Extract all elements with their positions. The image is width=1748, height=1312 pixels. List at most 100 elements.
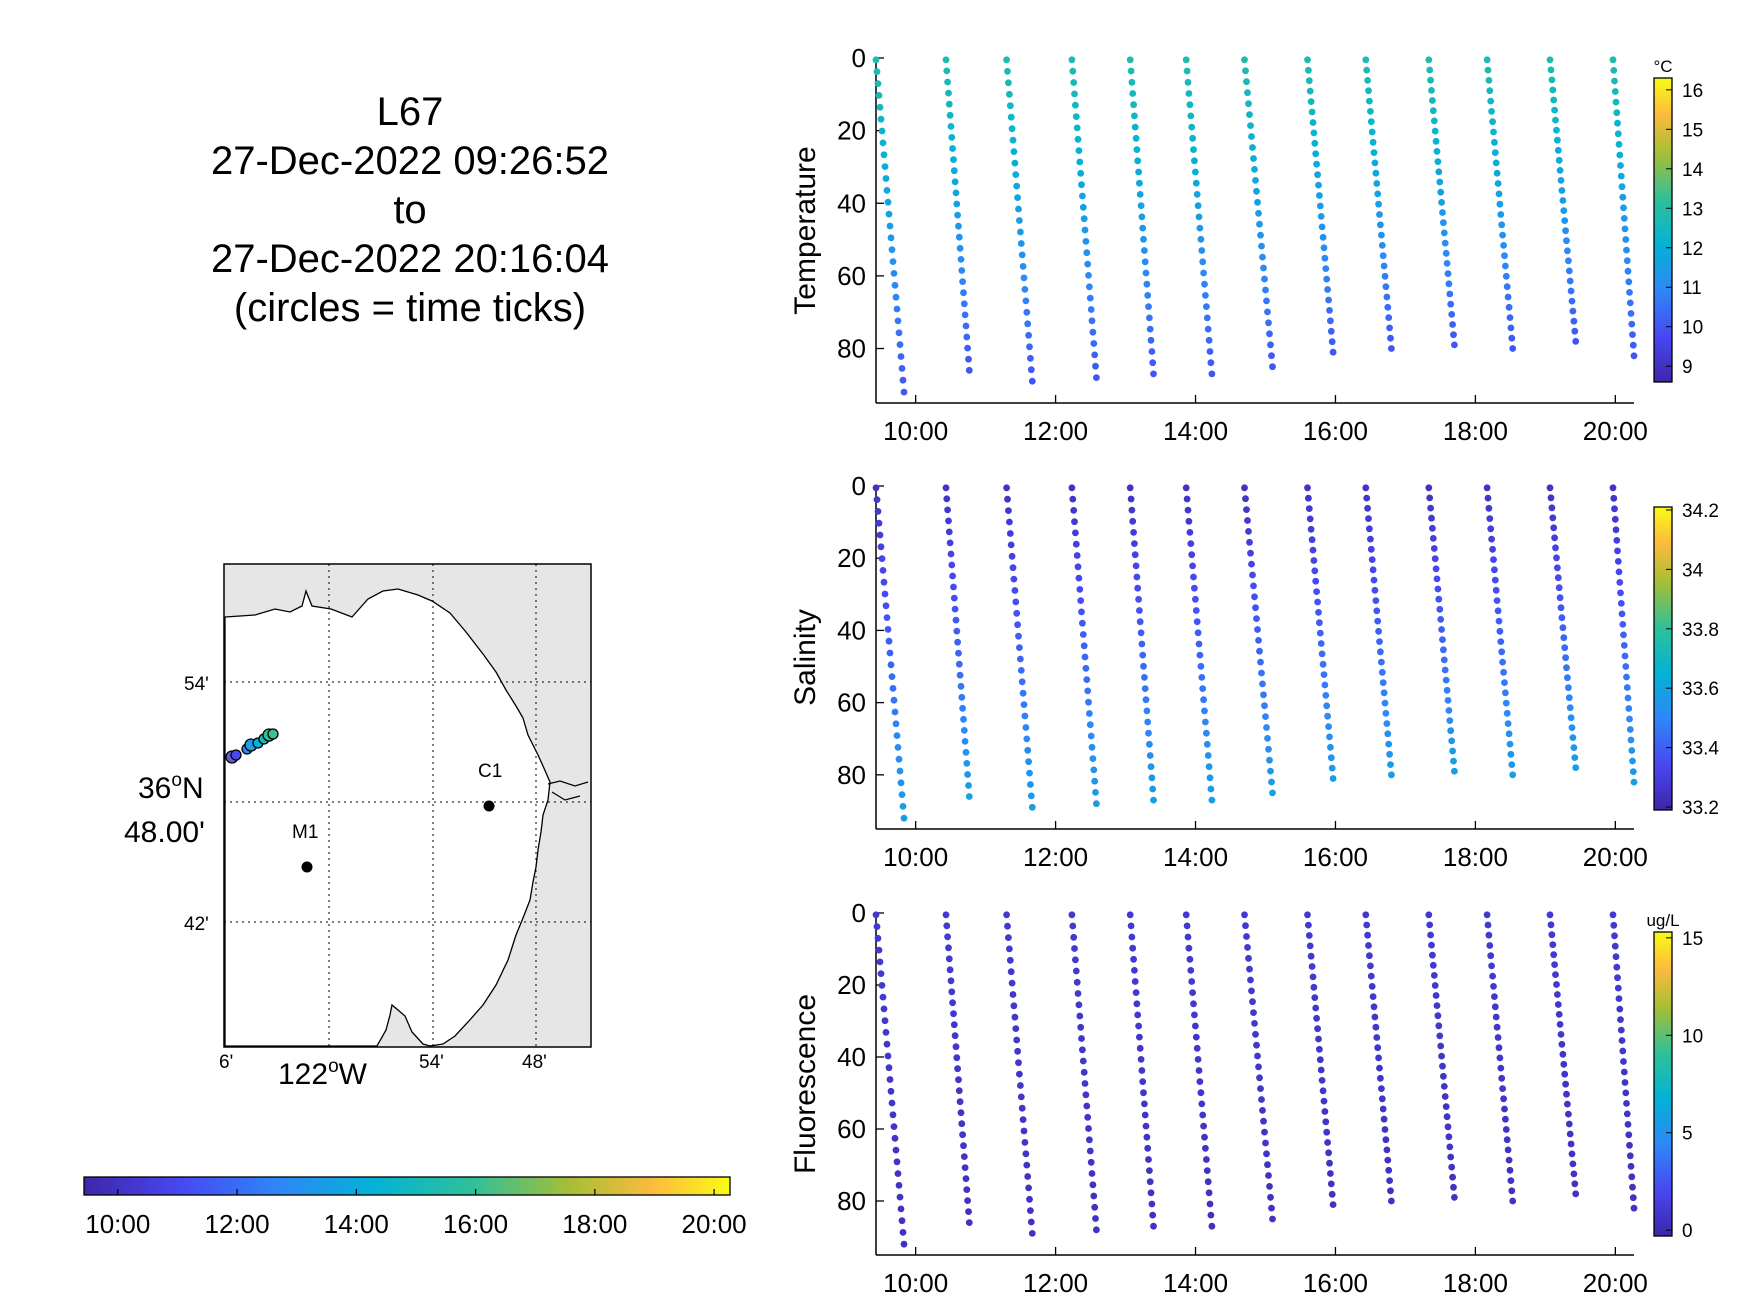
data-point bbox=[1622, 663, 1630, 670]
data-point bbox=[1373, 1034, 1381, 1041]
data-point bbox=[1500, 668, 1507, 676]
data-point bbox=[1265, 319, 1272, 327]
data-point bbox=[1448, 737, 1456, 745]
data-point bbox=[1142, 696, 1150, 704]
data-point bbox=[882, 175, 890, 182]
data-point bbox=[1132, 562, 1140, 570]
y-tick-label: 20 bbox=[837, 543, 866, 573]
data-point bbox=[943, 67, 951, 75]
data-point bbox=[1329, 348, 1337, 356]
data-point bbox=[953, 200, 961, 208]
data-point bbox=[1494, 607, 1502, 615]
data-point bbox=[1131, 967, 1138, 974]
data-point bbox=[1383, 720, 1391, 727]
data-point bbox=[1136, 1044, 1144, 1052]
data-point bbox=[1091, 351, 1099, 359]
data-point bbox=[1431, 127, 1439, 135]
data-point bbox=[965, 366, 973, 374]
data-point bbox=[1501, 679, 1508, 686]
x-tick-label: 16:00 bbox=[1303, 1268, 1368, 1298]
data-point bbox=[1076, 586, 1084, 593]
data-point bbox=[1569, 734, 1577, 741]
data-point bbox=[1508, 761, 1516, 768]
data-point bbox=[1388, 1197, 1395, 1205]
data-point bbox=[1268, 1204, 1275, 1212]
data-point bbox=[1440, 1072, 1447, 1080]
data-point bbox=[1317, 640, 1325, 647]
data-point bbox=[950, 583, 957, 591]
data-point bbox=[1203, 1167, 1211, 1174]
data-point bbox=[1203, 740, 1211, 748]
data-point bbox=[1381, 272, 1389, 280]
data-point bbox=[1498, 1074, 1506, 1082]
data-point bbox=[1069, 922, 1077, 930]
data-point bbox=[1557, 604, 1565, 612]
data-point bbox=[1326, 1159, 1333, 1167]
x-tick-label: 16:00 bbox=[1303, 416, 1368, 446]
data-point bbox=[1071, 90, 1078, 98]
data-point bbox=[1483, 56, 1491, 64]
data-point bbox=[1015, 205, 1022, 213]
data-point bbox=[1325, 1149, 1332, 1157]
data-point bbox=[1208, 796, 1216, 804]
data-point bbox=[1268, 352, 1275, 360]
data-point bbox=[957, 256, 965, 263]
data-point bbox=[891, 708, 899, 716]
data-point bbox=[875, 519, 883, 527]
colorbar-tick-label: 13 bbox=[1682, 199, 1703, 220]
data-point bbox=[950, 167, 958, 175]
data-point bbox=[957, 682, 965, 690]
data-point bbox=[1629, 341, 1637, 349]
data-point bbox=[1136, 618, 1144, 626]
data-point bbox=[1310, 129, 1318, 137]
data-point bbox=[1388, 345, 1395, 352]
data-point bbox=[1305, 932, 1313, 939]
data-point bbox=[889, 1111, 897, 1119]
data-point bbox=[1432, 992, 1440, 999]
data-point bbox=[1191, 584, 1198, 592]
data-point bbox=[889, 685, 897, 692]
data-point bbox=[887, 1087, 895, 1095]
data-point bbox=[878, 982, 886, 989]
data-point bbox=[1185, 517, 1193, 525]
data-point bbox=[1426, 921, 1434, 929]
data-point bbox=[1554, 991, 1561, 998]
map-ocean bbox=[224, 588, 551, 1047]
data-point bbox=[1552, 971, 1559, 978]
data-point bbox=[1432, 137, 1440, 145]
data-point bbox=[1441, 666, 1449, 674]
panel-temperature: 0 20 40 60 80 10:00 12:00 14:00 16:00 18:00 20:00 T… bbox=[789, 43, 1704, 446]
data-point bbox=[1146, 314, 1153, 322]
data-point bbox=[1430, 545, 1438, 552]
data-point bbox=[955, 233, 963, 241]
data-point bbox=[1428, 514, 1435, 522]
data-point bbox=[1572, 337, 1580, 345]
data-point bbox=[1197, 235, 1205, 243]
data-point bbox=[1127, 495, 1135, 503]
data-point bbox=[1613, 109, 1621, 117]
data-point bbox=[1386, 750, 1393, 758]
data-point bbox=[1503, 283, 1511, 291]
data-point bbox=[1559, 624, 1567, 632]
data-point bbox=[1369, 566, 1377, 574]
data-point bbox=[1483, 911, 1491, 919]
data-point bbox=[1027, 366, 1035, 374]
data-point bbox=[1207, 359, 1215, 367]
data-point bbox=[1091, 777, 1099, 785]
data-point bbox=[1086, 1136, 1093, 1144]
colorbar-unit: °C bbox=[1653, 57, 1672, 76]
data-point bbox=[1429, 535, 1437, 542]
colorbar-tick-label: 11 bbox=[1682, 278, 1702, 299]
data-point bbox=[1314, 1025, 1321, 1033]
data-point bbox=[1384, 1156, 1392, 1164]
data-point bbox=[963, 760, 971, 767]
data-point bbox=[1507, 324, 1515, 332]
data-point bbox=[1079, 619, 1086, 627]
data-point bbox=[1509, 1197, 1517, 1205]
data-point bbox=[1018, 251, 1026, 259]
data-point bbox=[879, 139, 887, 147]
data-point bbox=[1075, 147, 1083, 155]
data-point bbox=[1201, 280, 1208, 288]
data-point bbox=[1195, 640, 1203, 648]
data-point bbox=[1382, 1136, 1390, 1144]
